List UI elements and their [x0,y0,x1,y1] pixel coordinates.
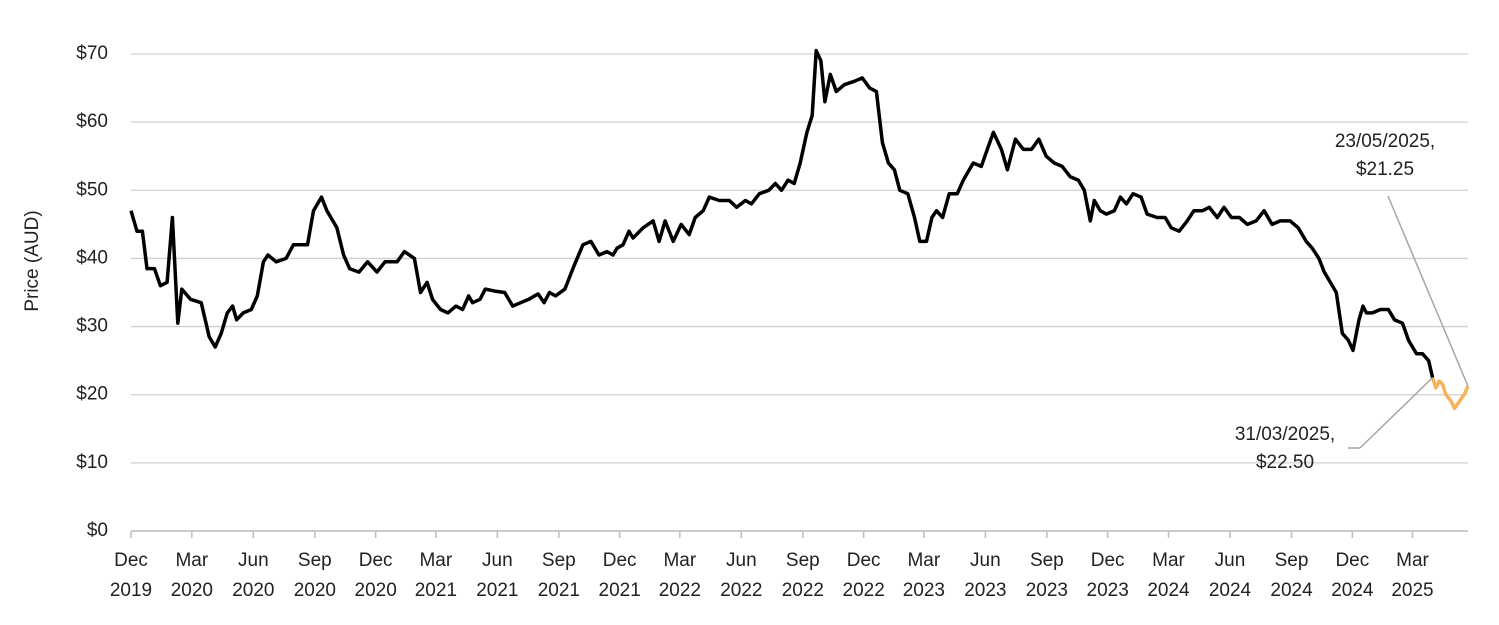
x-tick-label: Dec 2020 [354,550,397,601]
x-tick-label-box: Mar 2020 [170,550,213,601]
x-tick-label-box: Dec 2023 [1086,550,1129,601]
x-tick-label-box: Mar 2024 [1147,550,1190,601]
x-tick-label: Dec 2019 [109,550,153,601]
y-tick-label: $60 [76,111,108,132]
x-tick-label: Sep 2022 [781,550,824,601]
y-axis-label: Price (AUD) [22,210,43,311]
x-tick-label-box: Jun 2023 [964,550,1007,601]
x-tick-label: Mar 2024 [1147,550,1190,601]
x-tick-label: Dec 2023 [1086,550,1129,601]
x-tick-label: Jun 2020 [232,550,275,601]
x-tick-label: Sep 2020 [293,550,336,601]
x-tick-label-box: Dec 2024 [1331,550,1374,601]
x-tick-label: Jun 2022 [720,550,763,601]
x-tick-label-box: Jun 2024 [1208,550,1252,601]
annotation-leader [1359,377,1434,449]
y-tick-label: $20 [76,384,108,405]
price-line [1430,377,1470,411]
x-tick-label: Mar 2021 [414,550,457,601]
x-tick-label-box: Sep 2024 [1270,550,1313,601]
x-tick-label-box: Dec 2022 [842,550,885,601]
y-tick-label: $10 [76,452,108,473]
x-tick-label-box: Dec 2021 [598,550,641,601]
x-tick-label: Sep 2023 [1025,550,1068,601]
x-tick-label-box: Mar 2025 [1391,550,1434,601]
annotation-text: 31/03/2025, [1235,424,1335,445]
x-tick-label: Dec 2024 [1331,550,1374,601]
x-tick-label-box: Dec 2019 [109,550,153,601]
x-tick-label: Jun 2024 [1208,550,1252,601]
y-tick-label: $70 [76,43,108,64]
x-tick-label-box: Sep 2020 [293,550,336,601]
y-tick-label: $40 [76,247,108,268]
price-line [129,48,1435,379]
x-tick-label-box: Sep 2023 [1025,550,1068,601]
x-tick-label-box: Jun 2022 [720,550,763,601]
x-tick-label: Dec 2021 [598,550,641,601]
annotation-text: $21.25 [1356,159,1414,180]
annotation-leader [1387,195,1469,387]
x-tick-label: Jun 2021 [476,550,519,601]
x-tick-label-box: Mar 2023 [902,550,945,601]
x-tick-label: Mar 2022 [658,550,701,601]
x-tick-label: Sep 2021 [537,550,580,601]
x-tick-label-box: Mar 2021 [414,550,457,601]
x-tick-label-box: Sep 2021 [537,550,580,601]
x-tick-label: Dec 2022 [842,550,885,601]
x-tick-label-box: Jun 2021 [476,550,519,601]
x-tick-label-box: Jun 2020 [232,550,275,601]
x-tick-label: Jun 2023 [964,550,1007,601]
x-tick-label-box: Sep 2022 [781,550,824,601]
y-tick-label: $0 [87,520,108,541]
x-tick-label-box: Mar 2022 [658,550,701,601]
x-tick-label-box: Dec 2020 [354,550,397,601]
annotation-text: 23/05/2025, [1335,131,1435,152]
x-tick-label: Sep 2024 [1270,550,1313,601]
x-tick-label: Mar 2023 [902,550,945,601]
y-tick-label: $30 [76,316,108,337]
y-tick-label: $50 [76,179,108,200]
annotation-text: $22.50 [1256,452,1314,473]
x-tick-label: Mar 2020 [170,550,213,601]
x-tick-label: Mar 2025 [1391,550,1434,601]
